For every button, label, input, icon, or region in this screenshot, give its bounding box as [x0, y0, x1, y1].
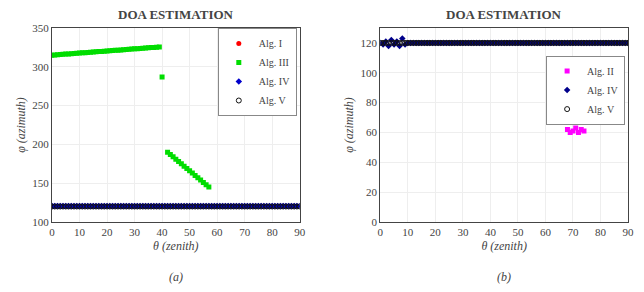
- svg-text:150: 150: [32, 177, 49, 189]
- svg-text:20: 20: [366, 186, 378, 198]
- svg-text:DOA ESTIMATION: DOA ESTIMATION: [446, 7, 562, 22]
- svg-text:90: 90: [623, 226, 635, 238]
- svg-text:60: 60: [366, 126, 378, 138]
- svg-text:50: 50: [184, 226, 196, 238]
- svg-text:70: 70: [567, 226, 579, 238]
- svg-text:100: 100: [32, 216, 49, 228]
- svg-text:250: 250: [32, 99, 49, 111]
- svg-text:30: 30: [457, 226, 469, 238]
- svg-text:40: 40: [485, 226, 497, 238]
- svg-text:(b): (b): [497, 270, 511, 284]
- svg-text:θ (zenith): θ (zenith): [153, 239, 199, 253]
- svg-text:200: 200: [32, 138, 49, 150]
- svg-text:40: 40: [366, 156, 378, 168]
- svg-text:120: 120: [361, 37, 378, 49]
- svg-text:10: 10: [74, 226, 86, 238]
- svg-text:Alg. V: Alg. V: [259, 95, 287, 106]
- svg-text:(a): (a): [169, 270, 183, 284]
- svg-text:Alg. I: Alg. I: [259, 38, 282, 49]
- svg-text:20: 20: [430, 226, 442, 238]
- svg-text:Alg. III: Alg. III: [259, 57, 289, 68]
- svg-text:10: 10: [402, 226, 414, 238]
- svg-text:Alg. IV: Alg. IV: [259, 76, 290, 87]
- svg-text:20: 20: [102, 226, 114, 238]
- svg-text:φ (azimuth): φ (azimuth): [14, 97, 28, 153]
- svg-text:70: 70: [239, 226, 251, 238]
- svg-text:80: 80: [267, 226, 279, 238]
- svg-text:60: 60: [212, 226, 224, 238]
- svg-text:80: 80: [595, 226, 607, 238]
- svg-text:30: 30: [129, 226, 141, 238]
- svg-text:60: 60: [540, 226, 552, 238]
- svg-text:Alg. V: Alg. V: [587, 104, 615, 115]
- svg-text:300: 300: [32, 61, 49, 73]
- svg-text:Alg. IV: Alg. IV: [587, 85, 618, 96]
- svg-text:100: 100: [361, 67, 378, 79]
- svg-text:φ (azimuth): φ (azimuth): [342, 97, 356, 153]
- svg-text:DOA ESTIMATION: DOA ESTIMATION: [118, 7, 234, 22]
- svg-text:90: 90: [294, 226, 306, 238]
- svg-text:Alg. II: Alg. II: [587, 66, 614, 77]
- svg-text:50: 50: [512, 226, 524, 238]
- svg-text:40: 40: [157, 226, 169, 238]
- svg-text:0: 0: [372, 216, 378, 228]
- svg-text:0: 0: [49, 226, 55, 238]
- svg-text:350: 350: [32, 22, 49, 34]
- svg-text:80: 80: [366, 96, 378, 108]
- svg-text:0: 0: [378, 226, 384, 238]
- svg-text:θ (zenith): θ (zenith): [481, 239, 527, 253]
